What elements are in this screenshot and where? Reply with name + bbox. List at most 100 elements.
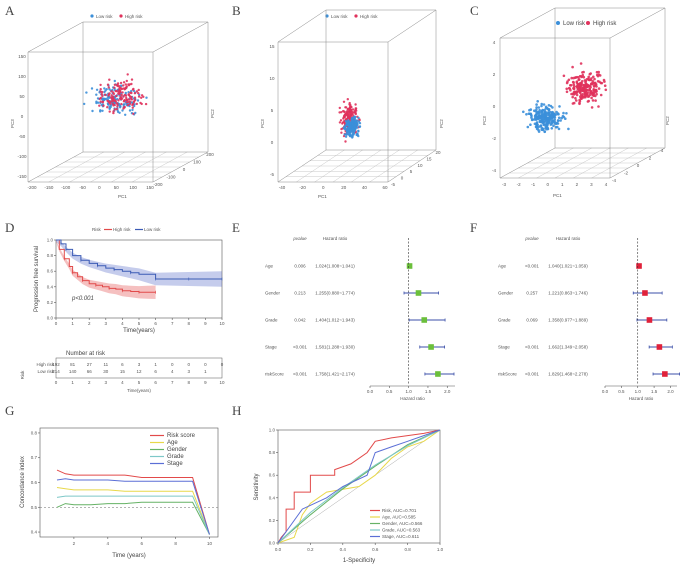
- pca-a-ztick: 0: [183, 167, 186, 172]
- pca-point: [589, 72, 592, 75]
- legend-high-a: High risk: [125, 14, 143, 19]
- roc-ytick-label: 0.4: [269, 495, 276, 500]
- pca-c-ytick: -2: [492, 136, 496, 141]
- pca-point: [529, 123, 532, 126]
- pca-b-ztick: -5: [391, 182, 395, 187]
- pca-point: [104, 93, 107, 97]
- pca-a-zlabel: PC2: [210, 109, 215, 118]
- pca-point: [132, 87, 135, 91]
- cindex-ytick-label: 0.5: [31, 505, 38, 510]
- roc-xtick-label: 0.0: [275, 547, 282, 552]
- panel-f-forest: pvalue Hazard ratio Age <0.001 1.040(1.021~1…: [498, 236, 680, 401]
- forest-row-label: Grade: [265, 318, 278, 323]
- pca-point: [533, 118, 536, 121]
- pca-point: [119, 81, 123, 85]
- forest-row-label: Gender: [498, 291, 514, 296]
- pca-point: [536, 111, 540, 115]
- roc-xtick-label: 0.8: [404, 547, 411, 552]
- pca-point: [99, 90, 102, 93]
- pca-point: [120, 93, 123, 97]
- roc-legend-label: Risk, AUC=0.701: [382, 508, 417, 513]
- pca-point: [562, 74, 566, 78]
- pca-point: [113, 83, 117, 87]
- risk-cell: 30: [103, 369, 109, 374]
- km-xtick-label: 8: [188, 321, 191, 326]
- km-pvalue: p<0.001: [71, 296, 94, 302]
- pca-point: [580, 80, 584, 83]
- pca-point: [140, 96, 143, 100]
- pca-point: [127, 84, 131, 87]
- pca-a-ytick: 50: [19, 94, 25, 99]
- pca-point: [582, 83, 586, 87]
- pca-c-ytick: 0: [493, 104, 496, 109]
- pca-point: [604, 88, 608, 92]
- pca-point: [547, 104, 551, 107]
- pca-point: [128, 94, 131, 97]
- risk-table-frame: [55, 357, 223, 379]
- pca-point: [593, 82, 597, 85]
- pca-point: [554, 125, 558, 129]
- pca-point: [542, 123, 545, 126]
- pca-a-ytick: -150: [17, 174, 27, 179]
- pca-point: [551, 119, 555, 123]
- forest-row-hr: 1.829(1.468~2.278): [548, 372, 588, 377]
- pca-point: [112, 92, 116, 96]
- pca-a-ztick: -200: [153, 182, 163, 187]
- forest-xlabel: Hazard ratio: [629, 396, 654, 401]
- risk-xtick-label: 2: [88, 380, 91, 385]
- pca-point: [534, 109, 537, 113]
- pca-point: [351, 136, 354, 139]
- roc-xlabel: 1-Specificity: [343, 558, 375, 564]
- pca-point: [344, 106, 347, 109]
- pca-point: [137, 95, 141, 98]
- pca-point: [567, 78, 571, 82]
- pca-point: [101, 100, 105, 103]
- pca-point: [578, 99, 582, 103]
- pca-point: [570, 76, 573, 80]
- pca-point: [95, 88, 99, 92]
- pca-point: [587, 99, 590, 103]
- panel-letter-f: F: [470, 220, 477, 235]
- pca-point: [552, 124, 555, 128]
- pca-point: [125, 98, 128, 102]
- forest-point: [656, 344, 663, 350]
- forest-row-pvalue: 0.042: [294, 318, 306, 323]
- panel-letter-d: D: [5, 220, 14, 235]
- pca-point: [597, 105, 600, 108]
- cindex-line-stage: [56, 478, 210, 535]
- pca-point: [129, 97, 133, 101]
- pca-point: [567, 86, 571, 90]
- forest-row-hr: 1.758(1.421~2.174): [315, 372, 355, 377]
- forest-row-pvalue: 0.006: [294, 264, 306, 269]
- pca-b-ztick: 0: [401, 176, 404, 181]
- pca-point: [592, 85, 596, 88]
- roc-xtick-label: 1.0: [437, 547, 444, 552]
- roc-line: [277, 429, 441, 544]
- pca-a-xtick: -150: [44, 185, 54, 190]
- pca-a-xtick: 50: [114, 185, 120, 190]
- forest-row-label: Gender: [265, 291, 281, 296]
- risk-cell: 27: [87, 362, 93, 367]
- pca-a-ytick: -100: [17, 154, 27, 159]
- legend-low-b: Low risk: [331, 14, 348, 19]
- pca-point: [121, 109, 124, 112]
- pca-point: [108, 88, 111, 91]
- pca-point: [347, 113, 350, 116]
- pca-point: [115, 102, 118, 105]
- risk-cell: 214: [52, 369, 60, 374]
- pca-point: [565, 87, 568, 91]
- pca-point: [353, 128, 357, 131]
- pca-point: [550, 127, 554, 130]
- pca-point: [529, 108, 533, 111]
- pca-point: [557, 127, 561, 131]
- pca-point: [342, 109, 345, 113]
- pca-b-xtick: 60: [382, 185, 388, 190]
- pca-point: [591, 81, 594, 85]
- pca-point: [354, 111, 357, 115]
- cindex-xtick-label: 4: [107, 541, 110, 546]
- pca-point: [351, 122, 354, 126]
- pca-point: [125, 101, 128, 104]
- cindex-frame: [39, 427, 219, 538]
- pca-a-xtick: -200: [27, 185, 37, 190]
- km-curve-high: [56, 239, 156, 293]
